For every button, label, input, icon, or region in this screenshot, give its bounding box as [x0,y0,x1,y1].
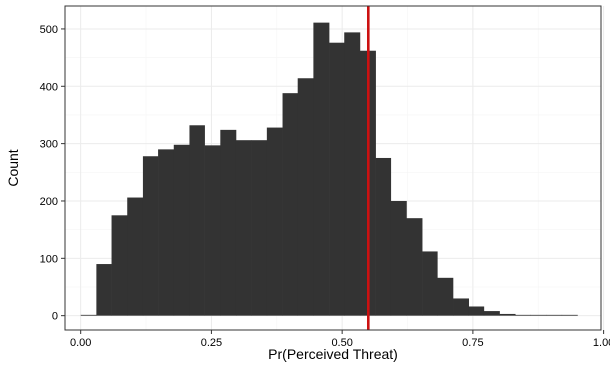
histogram-bar [390,200,407,316]
histogram-bar [437,277,454,316]
histogram-bar [142,156,159,316]
histogram-bar [483,311,500,316]
histogram-bar [204,145,221,316]
histogram-bar [282,93,299,316]
histogram-bar [111,215,128,316]
x-axis-title: Pr(Perceived Threat) [268,346,398,362]
histogram-bar [406,218,423,316]
histogram-bar [515,314,531,316]
histogram-bar [561,314,578,316]
histogram-bar [158,149,175,316]
y-tick-label: 0 [52,311,58,323]
histogram-bar [453,298,469,316]
y-tick-label: 400 [40,81,58,93]
x-tick-label: 0.00 [70,337,91,349]
histogram-bar [80,314,97,316]
x-tick-label: 0.75 [462,337,483,349]
histogram-bar [189,125,205,316]
histogram-bar [173,144,190,316]
histogram-bar [530,314,547,316]
y-tick-label: 500 [40,24,58,36]
y-axis-title: Count [5,149,21,186]
histogram-bar [96,264,112,316]
x-tick-label: 0.50 [331,337,352,349]
histogram-bars [80,22,578,316]
histogram-bar [344,32,361,316]
histogram-bar [375,157,392,316]
y-axis: 0 100 200 300 400 500 [40,24,65,323]
histogram-bar [251,140,268,316]
y-tick-label: 300 [40,139,58,151]
histogram-bar [297,78,314,316]
histogram-bar [422,251,438,316]
x-tick-label: 0.25 [201,337,222,349]
histogram-bar [313,22,330,316]
histogram-bar [499,313,516,316]
histogram-bar [235,140,252,316]
histogram-bar [468,306,485,316]
y-tick-label: 200 [40,196,58,208]
histogram-bar [546,314,563,316]
x-tick-label: 1.00 [593,337,610,349]
panel-border [64,5,602,331]
x-axis: 0.00 0.25 0.50 0.75 1.00 [70,330,610,349]
histogram-bar [266,127,283,316]
histogram-bar [127,197,144,316]
histogram-bar [220,129,237,316]
histogram-bar [329,42,345,316]
y-tick-label: 100 [40,253,58,265]
